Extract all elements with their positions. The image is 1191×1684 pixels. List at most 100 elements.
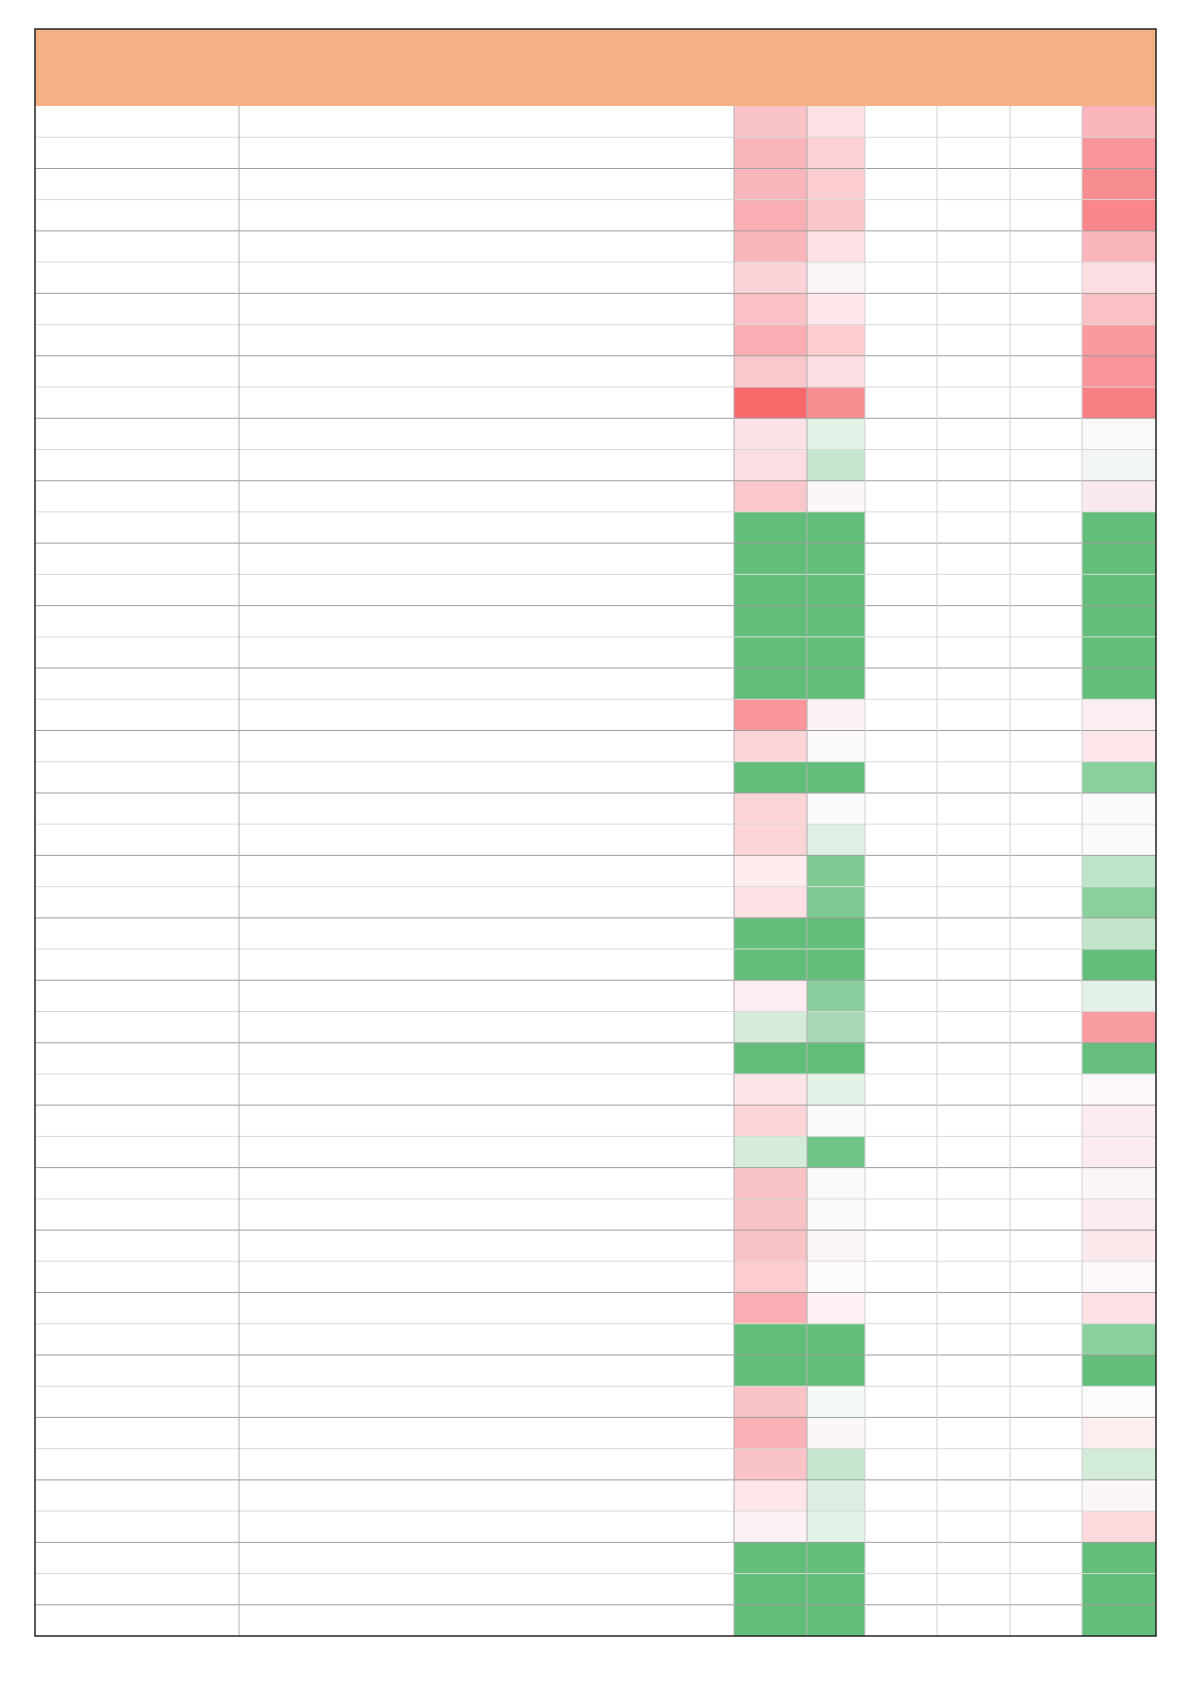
cell-fill — [734, 168, 807, 200]
cell-fill — [807, 1354, 865, 1387]
cell-fill — [734, 1073, 807, 1106]
cell-fill — [807, 886, 865, 918]
cell-fill — [1082, 1167, 1156, 1199]
cell-fill — [807, 1448, 865, 1480]
cell-fill — [807, 387, 865, 419]
cell-fill — [807, 137, 865, 169]
cell-fill — [1082, 636, 1156, 669]
cell-fill — [807, 699, 865, 731]
cell-fill — [1082, 1354, 1156, 1387]
cell-fill — [807, 1292, 865, 1324]
cell-fill — [734, 1136, 807, 1168]
cell-fill — [1082, 1198, 1156, 1231]
cell-fill — [1082, 1105, 1156, 1137]
cell-fill — [1082, 543, 1156, 575]
cell-fill — [734, 1386, 807, 1418]
cell-fill — [1082, 761, 1156, 793]
cell-fill — [807, 605, 865, 637]
cell-fill — [1082, 387, 1156, 419]
cell-fill — [734, 699, 807, 731]
cell-fill — [1082, 355, 1156, 388]
cell-fill — [1082, 824, 1156, 856]
cell-fill — [807, 980, 865, 1012]
cell-fill — [734, 355, 807, 388]
header-band — [35, 29, 1156, 106]
cell-fill — [1082, 137, 1156, 169]
cell-fill — [1082, 1261, 1156, 1293]
cell-fill — [1082, 511, 1156, 544]
cell-fill — [734, 137, 807, 169]
cell-fill — [807, 168, 865, 200]
cell-fill — [1082, 324, 1156, 356]
cell-fill — [1082, 730, 1156, 762]
cell-fill — [807, 792, 865, 825]
cell-fill — [807, 449, 865, 481]
cell-fill — [807, 1323, 865, 1355]
cell-fill — [734, 106, 807, 138]
cell-fill — [734, 1604, 807, 1636]
cell-fill — [807, 1230, 865, 1262]
cell-fill — [734, 1354, 807, 1387]
cell-fill — [734, 855, 807, 887]
cell-fill — [807, 1417, 865, 1449]
cell-fill — [1082, 168, 1156, 200]
cell-fill — [807, 480, 865, 512]
cell-fill — [1082, 1479, 1156, 1512]
cell-fill — [1082, 449, 1156, 481]
cell-fill — [1082, 1417, 1156, 1449]
cell-fill — [807, 199, 865, 231]
cell-fill — [734, 1417, 807, 1449]
cell-fill — [1082, 1542, 1156, 1574]
cell-fill — [734, 1323, 807, 1355]
cell-fill — [807, 1573, 865, 1605]
cell-fill — [1082, 917, 1156, 950]
cell-fill — [807, 293, 865, 325]
cell-fill — [734, 387, 807, 419]
cell-fill — [1082, 1073, 1156, 1106]
cell-fill — [734, 449, 807, 481]
cell-fill — [734, 949, 807, 981]
cell-fill — [734, 886, 807, 918]
table-border — [34, 28, 1157, 1637]
cell-fill — [1082, 605, 1156, 637]
cell-fill — [1082, 1292, 1156, 1324]
cell-fill — [734, 199, 807, 231]
cell-fill — [734, 418, 807, 450]
cell-fill — [807, 1136, 865, 1168]
cell-fill — [734, 324, 807, 356]
cell-fill — [807, 668, 865, 700]
cell-fill — [807, 262, 865, 294]
cell-fill — [1082, 1386, 1156, 1418]
cell-fill — [807, 949, 865, 981]
cell-fill — [734, 761, 807, 793]
cell-fill — [807, 730, 865, 762]
cell-fill — [807, 1167, 865, 1199]
cell-fill — [734, 1292, 807, 1324]
cell-fill — [1082, 1042, 1156, 1074]
cell-fill — [807, 1511, 865, 1543]
cell-fill — [734, 792, 807, 825]
cell-fill — [1082, 980, 1156, 1012]
cell-fill — [1082, 106, 1156, 138]
cell-fill — [1082, 1511, 1156, 1543]
cell-fill — [807, 1479, 865, 1512]
cell-fill — [734, 1167, 807, 1199]
cell-fill — [734, 1542, 807, 1574]
cell-fill — [807, 355, 865, 388]
cell-fill — [807, 917, 865, 950]
cell-fill — [734, 668, 807, 700]
cell-fill — [1082, 230, 1156, 263]
cell-fill — [807, 574, 865, 606]
cell-fill — [807, 230, 865, 263]
cell-fill — [734, 1511, 807, 1543]
cell-fill — [1082, 293, 1156, 325]
cell-fill — [1082, 699, 1156, 731]
cell-fill — [734, 917, 807, 950]
cell-fill — [734, 543, 807, 575]
cell-fill — [807, 106, 865, 138]
cell-fill — [734, 605, 807, 637]
cell-fill — [1082, 1573, 1156, 1605]
cell-fill — [734, 293, 807, 325]
cell-fill — [807, 636, 865, 669]
